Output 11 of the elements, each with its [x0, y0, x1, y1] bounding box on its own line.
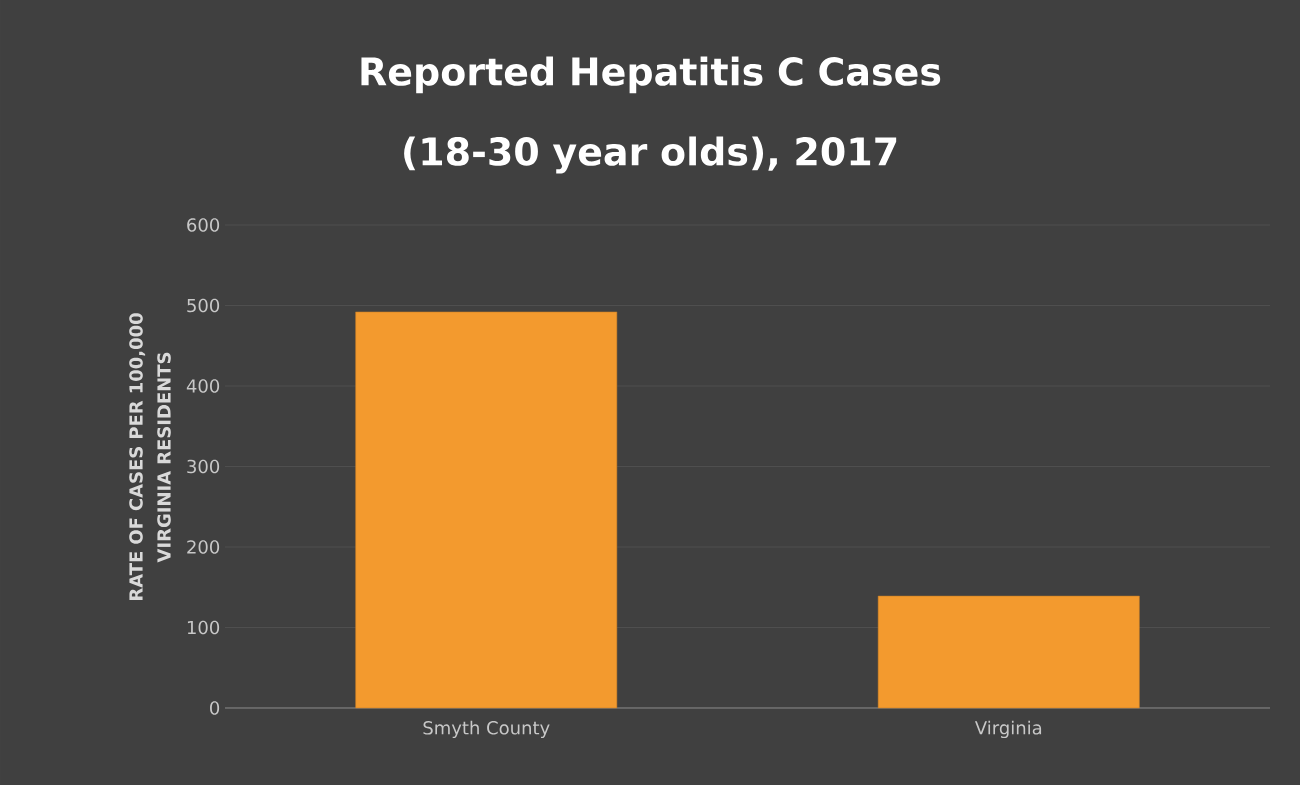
y-tick-label: 500	[187, 298, 220, 313]
y-tick-label: 0	[210, 701, 220, 715]
y-tick-label: 600	[187, 218, 220, 232]
x-tick-label: Smyth County	[423, 720, 550, 739]
y-tick-label: 200	[187, 540, 220, 554]
y-tick-label: 300	[187, 459, 220, 474]
y-axis-title: RATE OF CASES PER 100,000 VIRGINIA RESIDENTS	[129, 313, 171, 600]
y-tick-label: 400	[186, 379, 220, 393]
chart-title: Reported Hepatitis C Cases (18-30 year olds), 2017	[361, 56, 941, 174]
y-tick-label: 100	[187, 620, 220, 635]
x-tick-label: Virginia	[974, 720, 1042, 739]
